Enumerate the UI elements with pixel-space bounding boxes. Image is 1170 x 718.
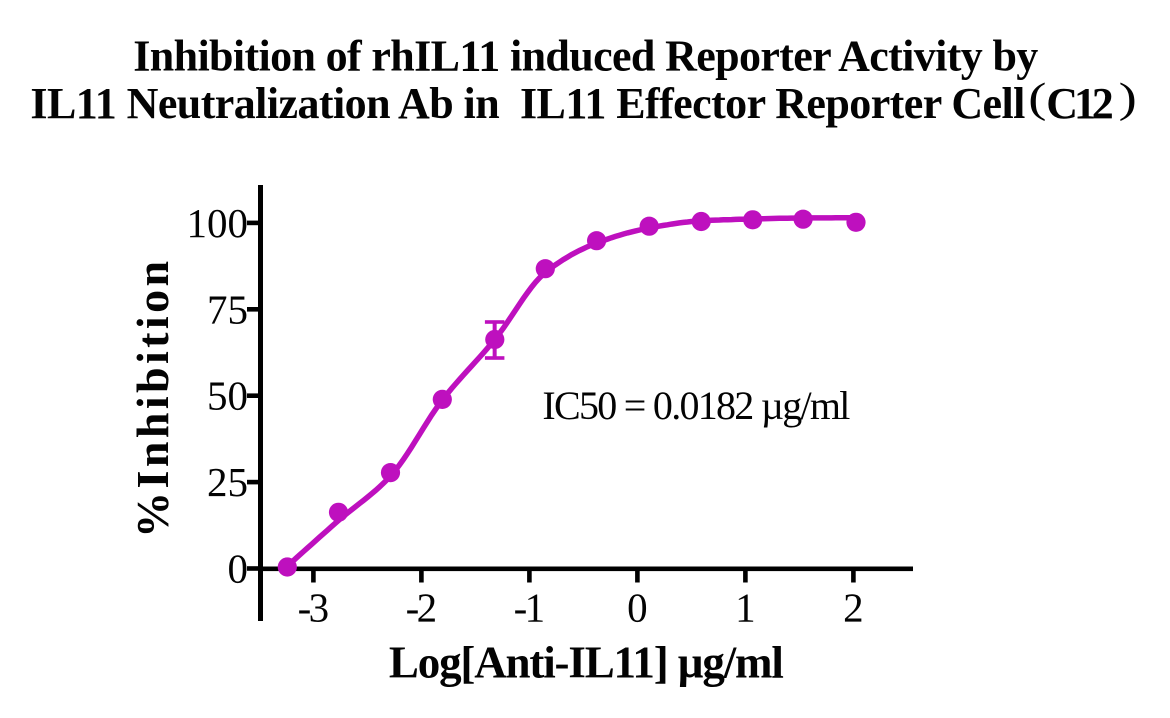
svg-text:Log[Anti-IL11] µg/ml: Log[Anti-IL11] µg/ml	[389, 637, 784, 687]
svg-text:0: 0	[627, 585, 648, 631]
svg-text:C12: C12	[1046, 79, 1114, 128]
svg-text:-3: -3	[298, 585, 330, 631]
svg-text:50: 50	[207, 373, 248, 419]
svg-text:2: 2	[843, 585, 864, 631]
svg-text:100: 100	[187, 200, 249, 246]
svg-text:IL11 Neutralization Ab in IL1: IL11 Neutralization Ab in IL11 Effector …	[30, 79, 1025, 128]
svg-text:75: 75	[207, 286, 248, 332]
svg-text:25: 25	[207, 459, 248, 505]
svg-text:Inhibition of rhIL11 induced R: Inhibition of rhIL11 induced Reporter Ac…	[133, 31, 1038, 80]
svg-text:%Inhibition: %Inhibition	[127, 261, 178, 538]
svg-text:IC50 = 0.0182 µg/ml: IC50 = 0.0182 µg/ml	[542, 383, 850, 428]
svg-text:(: (	[1028, 75, 1046, 122]
svg-text:-1: -1	[514, 585, 546, 631]
svg-text:1: 1	[735, 585, 756, 631]
svg-text:): )	[1119, 75, 1137, 122]
svg-text:0: 0	[228, 546, 249, 592]
svg-text:-2: -2	[406, 585, 438, 631]
